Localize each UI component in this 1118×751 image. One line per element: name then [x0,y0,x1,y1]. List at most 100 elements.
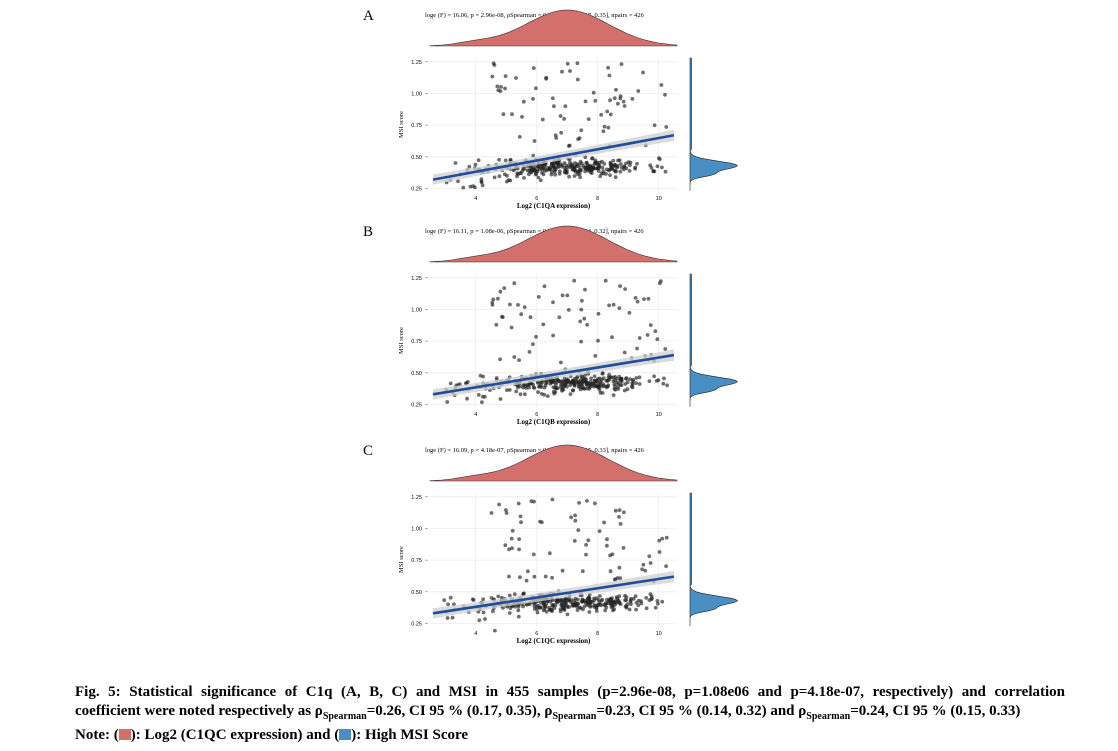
blue-swatch-icon [339,729,352,740]
data-point [628,163,632,168]
data-point [636,603,641,608]
data-point [659,83,664,87]
data-point [557,169,562,174]
x-tick-label: 6 [535,412,538,418]
data-point [582,604,587,609]
data-point [565,293,570,298]
data-point [566,308,571,312]
x-marginal-density [429,225,678,263]
data-point [521,99,526,104]
data-point [610,552,615,557]
y-marginal-density [689,492,739,626]
data-point [598,174,603,179]
data-point [616,158,620,163]
data-point [541,608,546,613]
data-point [589,376,593,381]
data-point [616,101,620,106]
data-point [599,112,604,117]
data-point [568,69,572,73]
data-point [583,373,587,377]
data-point [578,319,583,324]
data-point [554,382,558,387]
data-point [500,314,504,319]
data-point [641,562,646,567]
data-point [590,156,595,161]
data-point [544,76,548,81]
data-point [627,607,632,612]
data-point [512,281,517,286]
data-point [532,139,537,143]
data-point [538,605,542,610]
data-point [594,609,599,613]
data-point [635,346,639,351]
data-point [617,515,621,519]
x-axis-label: Log2 (C1QB expression) [517,418,591,426]
data-point [634,381,639,385]
data-point [470,597,475,602]
data-point [608,112,613,117]
data-point [605,543,609,548]
x-tick-label: 4 [474,196,477,202]
stats-subtitle: loge (F) = 16.11, p = 1.08e-06, ρSpearma… [425,228,644,235]
data-point [657,550,662,554]
data-point [532,499,536,504]
data-point [579,378,583,382]
data-point [617,508,622,512]
data-point [644,596,649,600]
data-point [522,305,527,309]
data-point [517,135,522,139]
data-point [547,551,552,556]
data-point [583,155,588,160]
data-point [560,379,565,384]
data-point [576,601,580,606]
y-tick-label: 0.75 [411,123,422,129]
data-point [619,62,624,66]
data-point [445,616,450,620]
x-tick-label: 8 [596,196,599,202]
data-point [507,593,512,598]
data-point [592,384,596,389]
scatter-points [444,278,669,405]
data-point [543,574,548,579]
data-point [446,602,450,607]
data-point [518,514,523,519]
data-point [477,618,482,623]
data-point [630,385,635,390]
data-point [516,172,520,177]
data-point [497,174,502,179]
data-point [551,333,555,338]
data-point [534,334,538,339]
data-point [608,375,612,380]
data-point [537,384,541,389]
data-point [559,130,564,135]
data-point [618,522,623,526]
data-point [622,510,626,515]
data-point [564,381,568,386]
data-point [593,354,598,358]
data-point [509,325,514,330]
data-point [630,97,635,101]
data-point [535,607,539,611]
y-tick-label: 0.50 [411,371,422,377]
data-point [559,597,564,602]
y-tick-label: 0.25 [411,621,422,627]
y-tick-label: 1.25 [411,495,422,501]
data-point [553,133,558,138]
data-point [558,114,563,118]
x-marginal-density [429,9,678,47]
data-point [448,595,453,600]
data-point [535,610,540,615]
data-point [602,520,606,525]
data-point [503,158,508,163]
y-marginal-density [689,273,739,407]
data-point [507,574,511,579]
data-point [611,302,616,307]
data-point [660,536,665,541]
data-point [531,97,535,101]
data-point [506,178,511,183]
data-point [569,164,574,169]
data-point [481,597,486,602]
data-point [651,169,656,174]
y-axis-label: MSI score [398,327,405,354]
